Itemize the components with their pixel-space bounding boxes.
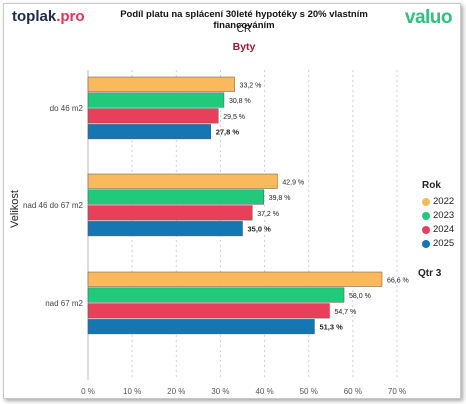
bar-2025 (87, 124, 211, 140)
bar-2022 (87, 76, 235, 92)
quarter-filter-label[interactable]: Qtr 3 (418, 268, 442, 279)
x-tick-label: 10 % (123, 387, 141, 396)
legend-item-2023[interactable]: 2023 (422, 210, 454, 221)
legend-label-2025: 2025 (433, 238, 455, 249)
bar-2025 (87, 221, 243, 237)
legend-dot-2022 (422, 197, 430, 206)
legend-title: Rok (422, 180, 441, 191)
bar-chart: 0 % 10 % 20 % 30 % 40 % 50 % 60 % 70 % Velikost d… (9, 70, 409, 396)
bar-2024 (87, 303, 330, 319)
data-label: 37,2 % (257, 211, 279, 218)
data-label: 33,2 % (240, 82, 262, 89)
category-label: nad 67 m2 (45, 299, 83, 308)
data-label: 58,0 % (349, 293, 371, 300)
logo-suffix-text: .pro (56, 8, 85, 25)
bar-2022 (87, 271, 383, 287)
logo-main-text: toplak (12, 8, 57, 25)
category-label: nad 46 do 67 m2 (23, 201, 84, 210)
data-label: 39,8 % (269, 195, 291, 202)
toplak-logo: toplak.pro (12, 8, 85, 25)
data-label: 66,6 % (387, 277, 409, 284)
data-label: 42,9 % (282, 179, 304, 186)
y-axis-title: Velikost (9, 190, 21, 228)
legend-label-2023: 2023 (433, 210, 455, 221)
bar-2025 (87, 319, 315, 335)
x-tick-label: 40 % (255, 387, 273, 396)
legend-item-2025[interactable]: 2025 (422, 238, 454, 249)
data-label: 30,8 % (229, 98, 251, 105)
bar-2023 (87, 92, 225, 108)
legend-dot-2025 (422, 239, 430, 248)
legend-dot-2023 (422, 211, 430, 220)
x-tick-label: 70 % (388, 387, 406, 396)
data-label: 51,3 % (319, 323, 343, 332)
legend-item-2022[interactable]: 2022 (422, 196, 454, 207)
legend-label-2022: 2022 (433, 196, 455, 207)
data-label: 27,8 % (216, 128, 240, 137)
property-type-label: Byty (232, 41, 256, 53)
chart-title: Podíl platu na splácení 30leté hypotéky … (120, 9, 368, 31)
chart-frame: toplak.pro valuo Podíl platu na splácení… (3, 3, 461, 399)
legend-dot-2024 (422, 225, 430, 234)
bar-2024 (87, 205, 253, 221)
category-label: do 46 m2 (50, 104, 84, 113)
legend-item-2024[interactable]: 2024 (422, 224, 454, 235)
bar-2022 (87, 173, 278, 189)
valuo-logo: valuo (404, 7, 453, 28)
x-tick-label: 0 % (81, 387, 95, 396)
bar-2023 (87, 287, 345, 303)
x-tick-label: 30 % (211, 387, 229, 396)
x-tick-label: 60 % (344, 387, 362, 396)
bar-2023 (87, 189, 264, 205)
data-label: 54,7 % (334, 309, 356, 316)
legend-label-2024: 2024 (433, 224, 455, 235)
bar-2024 (87, 108, 219, 124)
region-label: ČR (236, 24, 252, 35)
data-label: 29,5 % (223, 114, 245, 121)
x-tick-label: 50 % (300, 387, 318, 396)
data-label: 35,0 % (248, 225, 272, 234)
x-tick-label: 20 % (167, 387, 185, 396)
